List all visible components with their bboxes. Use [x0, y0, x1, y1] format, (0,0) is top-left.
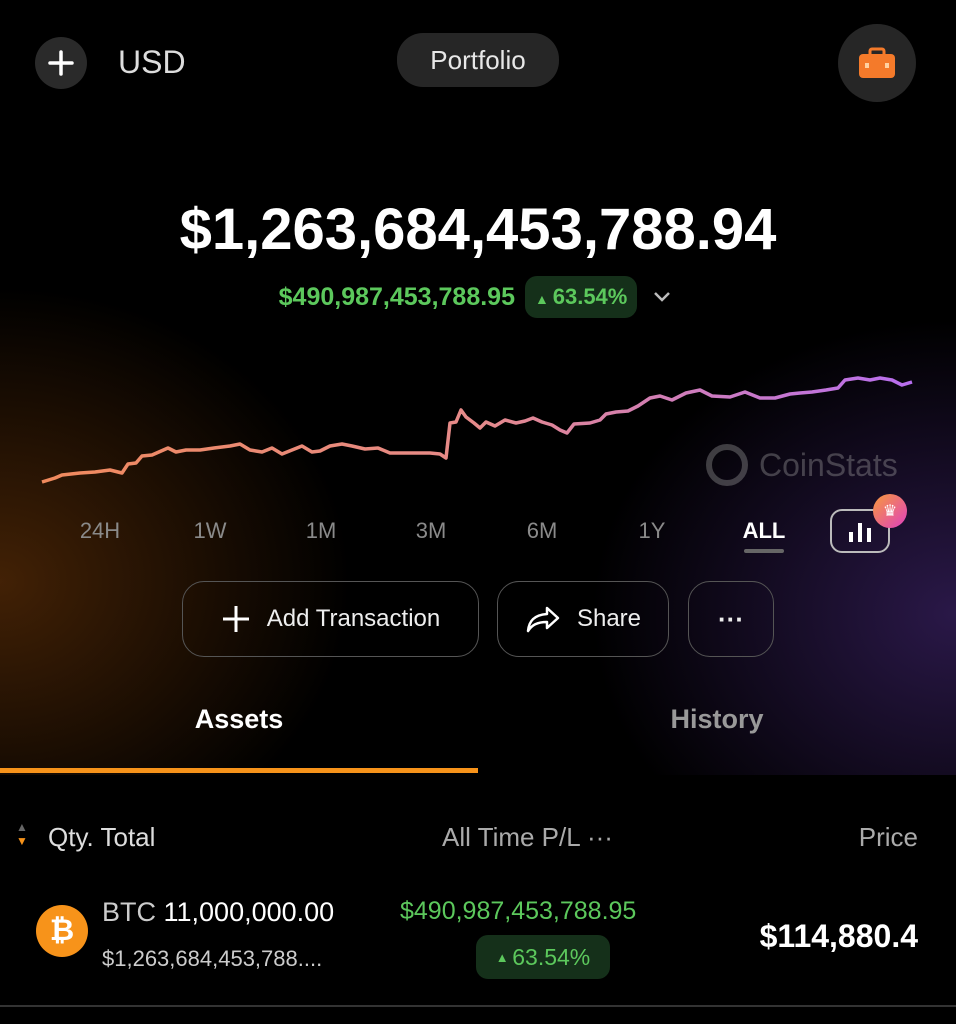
range-1m[interactable]: 1M: [305, 518, 337, 543]
chart-line: [41, 376, 913, 484]
plus-icon: [48, 50, 74, 76]
portfolio-total: $1,263,684,453,788.94: [179, 197, 777, 262]
coinstats-watermark: CoinStats: [705, 443, 898, 487]
profit-loss-badge: ▲ 63.54%: [524, 276, 638, 318]
asset-qty: 11,000,000.00: [163, 897, 335, 927]
active-tab-indicator: [0, 768, 478, 773]
column-pl[interactable]: All Time P/L ···: [442, 822, 613, 852]
wallet-button[interactable]: [838, 24, 916, 102]
tab-history[interactable]: History: [670, 704, 764, 734]
add-transaction-button[interactable]: Add Transaction: [182, 581, 479, 657]
range-all[interactable]: ALL: [742, 518, 786, 543]
sort-icon[interactable]: ▲ ▼: [16, 820, 28, 848]
row-divider: [0, 1005, 956, 1007]
asset-symbol: BTC: [102, 897, 156, 927]
share-arrow-icon: [526, 606, 560, 633]
column-options-icon[interactable]: ···: [586, 822, 613, 852]
briefcase-icon: [859, 47, 895, 78]
up-triangle-icon: ▲: [534, 291, 553, 307]
profit-loss-percent: 63.54%: [552, 284, 628, 309]
up-triangle-icon: ▲: [495, 949, 513, 965]
portfolio-chart[interactable]: [0, 360, 956, 500]
coinstats-logo-icon: [706, 444, 748, 486]
range-3m[interactable]: 3M: [415, 518, 447, 543]
plus-icon: [222, 606, 249, 632]
more-actions-button[interactable]: ···: [688, 581, 774, 657]
tab-assets[interactable]: Assets: [194, 704, 284, 734]
asset-value: $1,263,684,453,788....: [102, 946, 323, 971]
asset-pl-badge: ▲ 63.54%: [476, 935, 610, 979]
currency-selector[interactable]: USD: [118, 44, 186, 80]
range-24h[interactable]: 24H: [79, 518, 121, 543]
bar-chart-icon: [849, 523, 871, 542]
share-button[interactable]: Share: [497, 581, 669, 657]
crown-icon: ♛: [873, 494, 907, 528]
chevron-down-icon[interactable]: [647, 287, 677, 307]
range-selected-indicator: [744, 549, 784, 553]
profit-loss-value: $490,987,453,788.95: [278, 282, 515, 311]
range-1w[interactable]: 1W: [193, 518, 227, 543]
asset-pl: $490,987,453,788.95: [400, 897, 637, 925]
column-price[interactable]: Price: [858, 822, 918, 852]
chart-type-button[interactable]: [830, 509, 890, 553]
asset-price: $114,880.4: [759, 918, 918, 954]
portfolio-selector[interactable]: Portfolio: [397, 33, 559, 87]
range-6m[interactable]: 6M: [526, 518, 558, 543]
range-1y[interactable]: 1Y: [638, 518, 666, 543]
add-portfolio-button[interactable]: [35, 37, 87, 89]
column-qty-total[interactable]: Qty. Total: [48, 822, 156, 852]
bitcoin-icon: ₿: [36, 905, 88, 957]
